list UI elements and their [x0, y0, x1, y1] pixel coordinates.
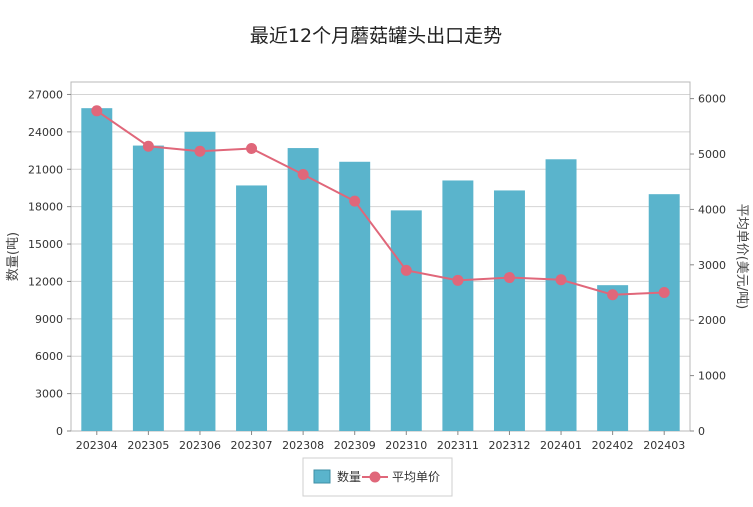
line-series	[91, 105, 670, 301]
bar-202401[interactable]	[545, 159, 577, 431]
price-point-202305[interactable]	[142, 140, 154, 152]
price-point-202401[interactable]	[555, 274, 567, 286]
bar-202309[interactable]	[339, 161, 371, 431]
x-tick-label: 202309	[334, 439, 376, 452]
x-axis: 202304 202305 202306 202307 202308 202309 2023…	[76, 431, 685, 452]
grid-lines	[71, 93, 690, 432]
right-tick-label: 3000	[698, 259, 726, 272]
plot-area	[70, 81, 691, 432]
legend[interactable]: 数量 平均单价	[302, 457, 453, 497]
price-point-202307[interactable]	[246, 142, 258, 154]
bar-202402[interactable]	[597, 285, 629, 431]
right-tick-label: 5000	[698, 148, 726, 161]
price-point-202402[interactable]	[607, 289, 619, 301]
left-tick-label: 18000	[28, 201, 63, 214]
bar-202305[interactable]	[132, 145, 164, 431]
left-tick-label: 27000	[28, 88, 63, 101]
bar-202306[interactable]	[184, 131, 216, 431]
x-tick-label: 202307	[231, 439, 273, 452]
x-tick-label: 202402	[592, 439, 634, 452]
legend-label-price: 平均单价	[392, 470, 440, 484]
right-tick-label: 2000	[698, 314, 726, 327]
bar-202403[interactable]	[648, 194, 680, 431]
left-tick-label: 15000	[28, 238, 63, 251]
bar-202304[interactable]	[81, 108, 113, 432]
price-point-202308[interactable]	[297, 169, 309, 181]
left-tick-label: 6000	[35, 350, 63, 363]
right-axis: 0 1000 2000 3000 4000 5000 6000	[690, 93, 726, 438]
left-tick-label: 12000	[28, 275, 63, 288]
legend-bar-swatch	[313, 469, 331, 484]
left-tick-label: 24000	[28, 126, 63, 139]
x-tick-label: 202305	[127, 439, 169, 452]
x-tick-label: 202304	[76, 439, 118, 452]
x-tick-label: 202312	[488, 439, 530, 452]
x-tick-label: 202310	[385, 439, 427, 452]
left-tick-label: 3000	[35, 388, 63, 401]
right-tick-label: 0	[698, 425, 705, 438]
price-point-202310[interactable]	[400, 264, 412, 276]
bar-202307[interactable]	[236, 185, 268, 431]
price-point-202312[interactable]	[503, 272, 515, 284]
bar-202311[interactable]	[442, 180, 474, 431]
right-tick-label: 1000	[698, 370, 726, 383]
left-tick-label: 0	[56, 425, 63, 438]
bar-202312[interactable]	[493, 190, 525, 431]
price-point-202311[interactable]	[452, 274, 464, 286]
x-tick-label: 202401	[540, 439, 582, 452]
right-tick-label: 6000	[698, 93, 726, 106]
left-tick-label: 21000	[28, 163, 63, 176]
bar-202308[interactable]	[287, 148, 319, 431]
legend-label-quantity: 数量	[337, 469, 361, 484]
price-point-202403[interactable]	[658, 287, 670, 299]
y-axis-title: 数量(吨)	[6, 232, 21, 281]
chart-title: 最近12个月蘑菇罐头出口走势	[250, 25, 502, 47]
price-point-202306[interactable]	[194, 145, 206, 157]
price-point-202304[interactable]	[91, 105, 103, 117]
y2-axis-title: 平均单价(美元/吨)	[734, 204, 749, 310]
legend-marker	[369, 471, 381, 483]
left-axis: 0 3000 6000 9000 12000 15000 18000 21000 24000 27…	[28, 88, 71, 438]
bar-202310[interactable]	[390, 210, 422, 431]
bar-series	[81, 108, 680, 432]
price-line	[96, 109, 665, 296]
x-tick-label: 202306	[179, 439, 221, 452]
x-tick-label: 202308	[282, 439, 324, 452]
right-tick-label: 4000	[698, 203, 726, 216]
price-point-202309[interactable]	[349, 195, 361, 207]
left-tick-label: 9000	[35, 313, 63, 326]
x-tick-label: 202311	[437, 439, 479, 452]
x-tick-label: 202403	[643, 439, 685, 452]
